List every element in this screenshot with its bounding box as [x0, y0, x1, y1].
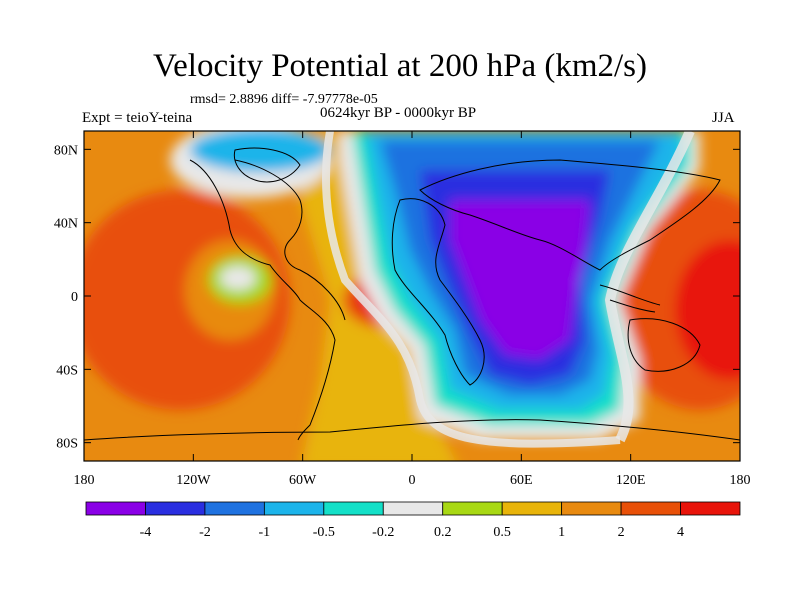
experiment-label: Expt = teioY-teina: [82, 110, 193, 126]
lon-label: 60E: [510, 473, 533, 488]
field-greenland-blue: [190, 131, 330, 172]
lon-label: 120W: [176, 473, 211, 488]
lon-label: 120E: [616, 473, 646, 488]
field-wpac-core: [675, 240, 740, 380]
colorbar-swatch: [145, 501, 206, 516]
period-label: 0624kyr BP - 0000kyr BP: [320, 105, 477, 121]
colorbar-swatch: [561, 501, 622, 516]
colorbar-label: 0.2: [434, 525, 452, 540]
coast-australia: [627, 318, 701, 372]
colorbar-swatch: [323, 501, 384, 516]
coast-maritime-continent: [599, 284, 661, 313]
colorbar-label: -1: [259, 525, 271, 540]
colorbar-label: 1: [558, 525, 565, 540]
coast-antarctica: [84, 419, 740, 441]
lat-label: 80N: [54, 143, 78, 158]
colorbar-labels: -4 -2 -1 -0.5 -0.2 0.2 0.5 1 2 4: [140, 525, 684, 540]
lat-label: 40S: [56, 363, 78, 378]
lat-label: 80S: [56, 437, 78, 452]
season-label: JJA: [712, 110, 735, 126]
colorbar-swatch: [620, 501, 681, 516]
colorbar-swatch: [680, 501, 741, 516]
colorbar-swatch: [382, 501, 444, 516]
coastlines: [84, 147, 740, 441]
colorbar-label: 0.5: [493, 525, 511, 540]
longitude-axis: 180 120W 60W 0 60E 120E 180: [74, 131, 751, 488]
map-title: Velocity Potential at 200 hPa (km2/s): [152, 48, 648, 84]
lon-label: 60W: [289, 473, 317, 488]
lat-label: 0: [71, 290, 78, 305]
colorbar-swatch: [263, 501, 325, 516]
latitude-axis: 80N 40N 0 40S 80S: [54, 143, 740, 452]
field-neg-core: [450, 200, 590, 360]
field-west-white-band: [322, 131, 621, 448]
colorbar-swatch: [501, 501, 563, 516]
coast-eurasia: [419, 159, 721, 271]
lon-label: 180: [74, 473, 95, 488]
lat-label: 40N: [54, 217, 78, 232]
colorbar-label: -4: [140, 525, 152, 540]
field-asia-white-band: [604, 131, 695, 443]
lon-label: 180: [730, 473, 751, 488]
coast-americas-west: [189, 159, 336, 441]
coast-africa: [391, 198, 485, 386]
colorbar-label: -2: [199, 525, 211, 540]
colorbar-label: -0.2: [372, 525, 394, 540]
colorbar-swatch: [442, 501, 503, 516]
colorbar: [85, 501, 741, 516]
coast-greenland: [233, 147, 301, 183]
colorbar-label: -0.5: [313, 525, 335, 540]
lon-label: 0: [409, 473, 416, 488]
stats-label: rmsd= 2.8896 diff= -7.97778e-05: [190, 92, 378, 107]
field-pacific-white: [220, 266, 256, 290]
contour-field: [84, 131, 740, 461]
colorbar-swatch: [85, 501, 146, 516]
colorbar-label: 2: [618, 525, 625, 540]
colorbar-swatch: [204, 501, 265, 516]
colorbar-label: 4: [677, 525, 684, 540]
